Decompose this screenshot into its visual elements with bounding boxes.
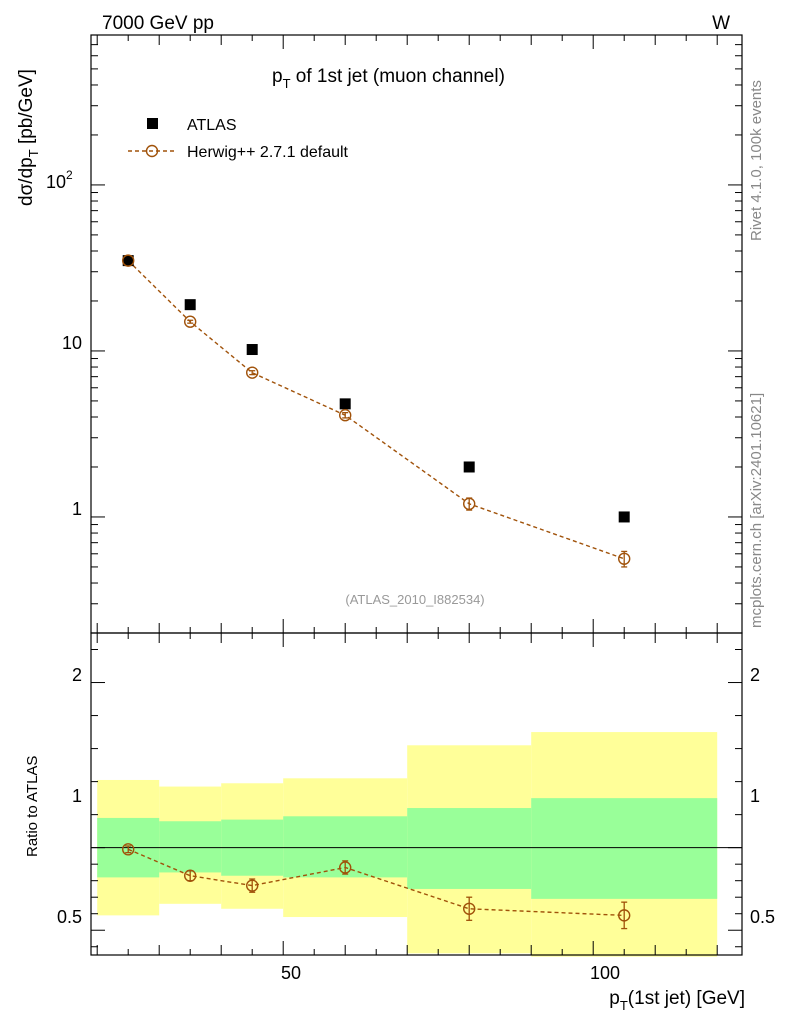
mc-point-main — [245, 366, 259, 379]
atlas-data-point — [463, 461, 475, 473]
mc-point-ratio — [618, 909, 631, 922]
legend-mc-marker — [145, 144, 159, 158]
atlas-data-point — [122, 255, 134, 267]
ratio-panel: Ratio to ATLAS 0.5 1 2 0.5 1 2 50 100 pT… — [24, 632, 775, 1013]
mc-point-ratio — [463, 902, 476, 915]
ratio-ytick-label-right-1: 1 — [750, 786, 760, 806]
mc-point-ratio — [183, 869, 197, 882]
legend-mc-label: Herwig++ 2.7.1 default — [187, 144, 349, 161]
mc-curve-main — [127, 260, 625, 560]
ratio-ytick-label-right-2: 2 — [750, 665, 760, 685]
legend-atlas-marker — [147, 118, 158, 129]
mc-point-main — [183, 315, 197, 328]
main-panel: pT of 1st jet (muon channel) dσ/dpT [pb/… — [16, 34, 743, 634]
ratio-y-axis-label: Ratio to ATLAS — [24, 756, 41, 857]
mc-point-main — [463, 497, 476, 511]
uncertainty-band-inner — [531, 798, 718, 899]
uncertainty-band-inner — [159, 821, 222, 873]
atlas-data-point — [184, 299, 196, 311]
atlas-data-point — [246, 344, 258, 356]
main-y-axis-label: dσ/dpT [pb/GeV] — [16, 69, 41, 206]
mc-point-ratio — [339, 861, 352, 874]
ytick-label-1: 1 — [72, 499, 82, 519]
process-label: W — [712, 13, 730, 34]
mc-point-main — [618, 552, 631, 565]
xtick-label-50: 50 — [281, 963, 301, 983]
xtick-label-100: 100 — [590, 963, 620, 983]
ratio-frame — [90, 632, 743, 956]
chart-title: pT of 1st jet (muon channel) — [272, 66, 505, 91]
ratio-ytick-label-right-0.5: 0.5 — [750, 907, 775, 927]
mc-point-ratio — [121, 843, 135, 856]
ratio-ytick-label-left-1: 1 — [72, 786, 82, 806]
uncertainty-band-inner — [407, 808, 532, 889]
mc-curve-ratio — [127, 848, 625, 917]
analysis-id-label: (ATLAS_2010_I882534) — [345, 592, 484, 607]
atlas-data-point — [618, 511, 630, 523]
atlas-data-point — [339, 398, 351, 410]
mc-point-main — [339, 409, 352, 422]
rivet-version-label: Rivet 4.1.0, 100k events — [748, 80, 765, 241]
mcplots-label: mcplots.cern.ch [arXiv:2401.10621] — [748, 393, 765, 628]
ytick-label-10: 10 — [62, 333, 82, 353]
legend: ATLAS Herwig++ 2.7.1 default — [128, 117, 349, 161]
x-axis-label: pT(1st jet) [GeV] — [609, 988, 745, 1013]
mc-point-main — [121, 254, 135, 267]
beam-energy-label: 7000 GeV pp — [102, 13, 214, 34]
legend-atlas-label: ATLAS — [187, 117, 237, 134]
ratio-ytick-label-left-2: 2 — [72, 665, 82, 685]
ytick-label-100: 102 — [46, 168, 73, 192]
mc-point-ratio — [245, 879, 259, 892]
ratio-ytick-label-left-0.5: 0.5 — [57, 907, 82, 927]
